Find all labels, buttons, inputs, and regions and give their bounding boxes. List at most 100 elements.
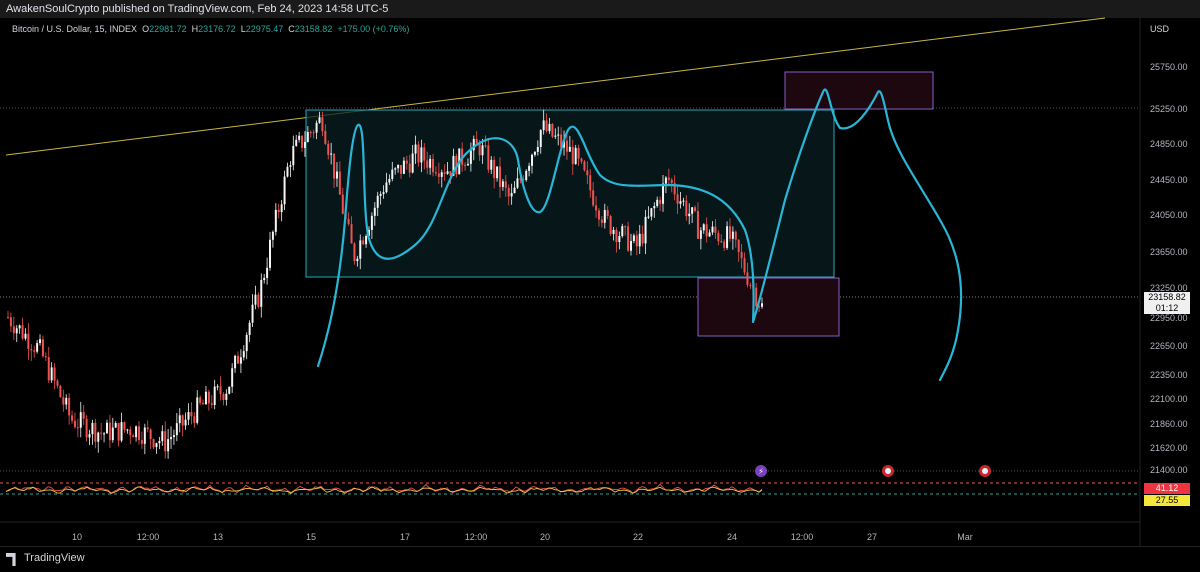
candle-body <box>21 325 24 339</box>
currency-label: USD <box>1150 24 1170 34</box>
candle-body <box>187 412 190 420</box>
target-box-top[interactable] <box>784 71 934 110</box>
candle-body <box>324 131 327 144</box>
candle-body <box>571 146 574 165</box>
candle-body <box>629 241 632 251</box>
candle-body <box>400 165 403 174</box>
candle-body <box>597 210 600 220</box>
candle-body <box>356 258 359 262</box>
current-price-value: 23158.82 <box>1148 292 1186 302</box>
candle-body <box>56 380 59 386</box>
candle-body <box>723 241 726 248</box>
candle-body <box>743 258 746 273</box>
candle-body <box>484 145 487 147</box>
candle-body <box>522 179 525 181</box>
range-box[interactable] <box>305 109 835 278</box>
candle-body <box>298 135 301 140</box>
candle-body <box>647 216 650 218</box>
time-tick-label: 13 <box>213 532 223 542</box>
candle-body <box>359 240 362 259</box>
candle-body <box>140 440 143 444</box>
candle-body <box>146 427 149 430</box>
candle-body <box>50 367 53 381</box>
low-label: L <box>240 24 246 34</box>
candle-body <box>408 163 411 173</box>
candle-body <box>12 326 15 334</box>
candle-body <box>24 333 27 339</box>
candle-body <box>219 386 222 395</box>
candle-body <box>353 243 356 262</box>
candle-body <box>53 367 56 381</box>
time-tick-label: 27 <box>867 532 877 542</box>
candle-body <box>251 304 254 323</box>
candle-body <box>391 169 394 180</box>
candle-body <box>624 226 627 228</box>
candle-body <box>111 427 114 441</box>
candle-body <box>216 386 219 388</box>
candle-body <box>656 199 659 207</box>
candle-body <box>560 134 563 148</box>
candle-body <box>755 287 758 307</box>
candle-body <box>385 182 388 193</box>
tradingview-logo-icon <box>6 553 16 566</box>
candle-body <box>114 422 117 428</box>
candle-body <box>557 134 560 136</box>
time-axis[interactable]: 10 12:00 13 15 17 12:00 20 22 24 12:00 27 Mar <box>72 532 973 542</box>
candle-body <box>196 397 199 423</box>
candle-body <box>79 412 82 428</box>
candle-body <box>682 200 685 202</box>
time-tick-label: 17 <box>400 532 410 542</box>
candle-body <box>175 423 178 436</box>
event-icon-3[interactable] <box>979 465 991 477</box>
price-chart[interactable]: ⚡ 25750.00 25250.00 24850.00 24450.00 24050.… <box>0 0 1200 546</box>
candle-body <box>301 135 304 148</box>
candle-body <box>239 357 242 364</box>
projection-curve[interactable] <box>316 88 963 382</box>
high-label: H <box>191 24 199 34</box>
candle-body <box>437 173 440 177</box>
candle-body <box>475 138 478 144</box>
candle-body <box>271 231 274 240</box>
candle-body <box>481 145 484 156</box>
candle-body <box>257 294 260 307</box>
candle-body <box>638 233 641 247</box>
event-icon-1[interactable]: ⚡ <box>755 465 767 477</box>
candle-body <box>33 350 36 352</box>
candle-body <box>303 141 306 148</box>
candle-body <box>493 159 496 179</box>
candle-body <box>321 117 324 132</box>
price-tick-label: 21620.00 <box>1150 443 1188 453</box>
event-icon-2[interactable] <box>882 465 894 477</box>
price-axis[interactable]: 25750.00 25250.00 24850.00 24450.00 24050.00… <box>1150 62 1188 475</box>
chart-legend: Bitcoin / U.S. Dollar, 15, INDEX O22981.… <box>12 24 409 34</box>
candle-body <box>405 160 408 164</box>
candle-body <box>202 402 205 405</box>
trendline[interactable] <box>5 17 1106 156</box>
candle-body <box>679 201 682 204</box>
candle-body <box>568 146 571 152</box>
candle-body <box>728 226 731 239</box>
candle-body <box>440 172 443 177</box>
candle-body <box>621 226 624 237</box>
indicator-lower-tag: 27.55 <box>1144 495 1190 506</box>
candle-body <box>417 144 420 163</box>
close-value: 23158.82 <box>294 24 333 34</box>
candle-body <box>411 153 414 173</box>
candle-body <box>312 132 315 134</box>
candle-body <box>138 426 141 441</box>
candle-body <box>286 166 289 177</box>
demand-box[interactable] <box>697 277 840 337</box>
candle-body <box>696 211 699 239</box>
price-tick-label: 25250.00 <box>1150 104 1188 114</box>
candle-body <box>225 393 228 400</box>
candle-body <box>426 160 429 168</box>
candle-body <box>315 122 318 133</box>
candle-body <box>519 178 522 180</box>
candle-body <box>478 143 481 156</box>
candle-body <box>644 216 647 244</box>
candle-body <box>193 416 196 423</box>
candle-body <box>650 208 653 217</box>
candle-body <box>184 419 187 426</box>
candle-body <box>132 435 135 438</box>
candle-body <box>82 412 85 419</box>
